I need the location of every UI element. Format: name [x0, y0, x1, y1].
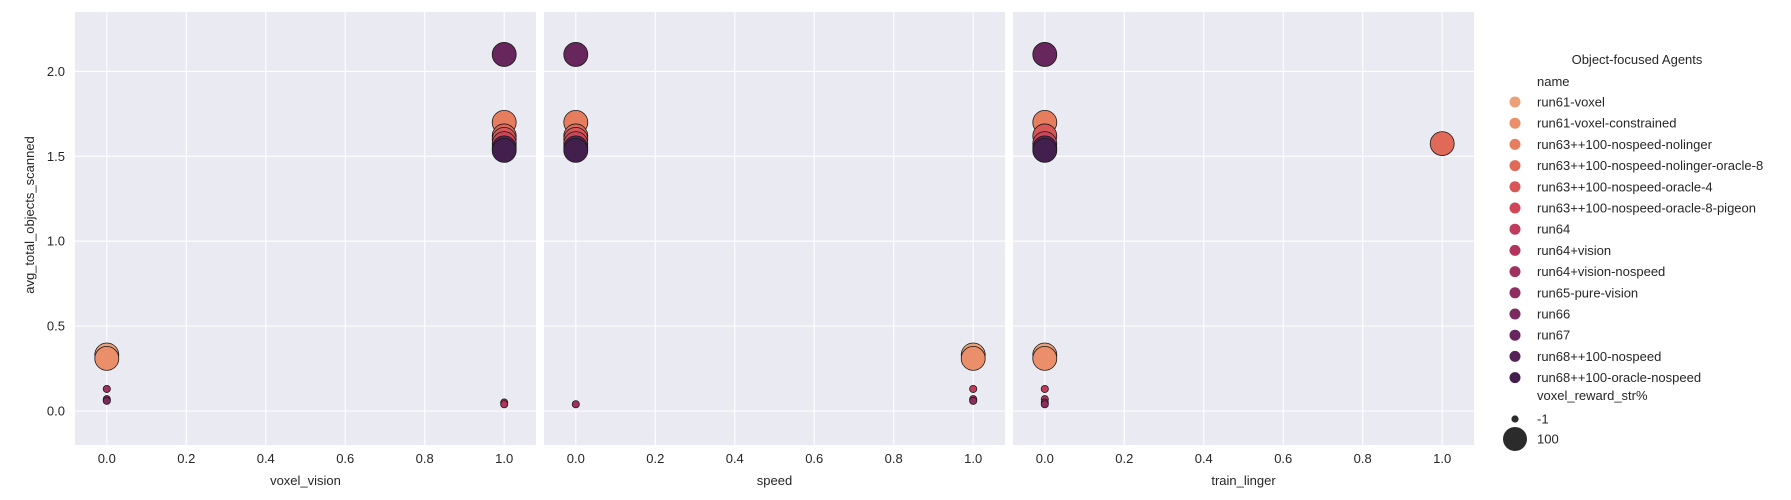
- data-point: [102, 396, 111, 405]
- data-point: [563, 137, 589, 163]
- legend-name-entries: run61-voxel run61-voxel-constrained run63+…: [1509, 95, 1763, 385]
- legend-size-title: voxel_reward_str%: [1537, 388, 1648, 403]
- data-point: [94, 345, 120, 371]
- legend-swatch: [1509, 329, 1521, 341]
- legend-label: run66: [1537, 307, 1570, 322]
- legend-label: run64+vision: [1537, 243, 1611, 258]
- legend-swatch: [1509, 96, 1521, 108]
- data-point: [1040, 400, 1049, 409]
- legend-size-label: 100: [1537, 432, 1559, 447]
- x-tick-label: 0.4: [1195, 451, 1213, 466]
- x-tick-label: 0.2: [177, 451, 195, 466]
- data-point: [969, 384, 978, 393]
- legend-size-marker: [1511, 415, 1519, 423]
- legend-swatch: [1509, 287, 1521, 299]
- legend-label: run63++100-nospeed-nolinger: [1537, 137, 1713, 152]
- legend-label: run64: [1537, 222, 1570, 237]
- legend-swatch: [1509, 138, 1521, 150]
- data-point: [1032, 345, 1058, 371]
- legend-size-marker: [1503, 427, 1527, 451]
- x-tick-label: 0.0: [1036, 451, 1054, 466]
- x-axis-label: train_linger: [1211, 473, 1276, 488]
- data-point: [500, 400, 509, 409]
- legend-swatch: [1509, 223, 1521, 235]
- x-axis-label: speed: [757, 473, 792, 488]
- panels-group: 0.0 0.5 1.0 1.5 2.0 0.0 0.2 0.4 0.6 0.8 1.0 voxel_v…: [47, 12, 1474, 488]
- x-axis-label: voxel_vision: [270, 473, 341, 488]
- data-point: [960, 345, 986, 371]
- legend-label: run63++100-nospeed-oracle-4: [1537, 179, 1713, 194]
- legend-hue-title: name: [1537, 74, 1570, 89]
- panel-3: 0.0 0.2 0.4 0.6 0.8 1.0 train_linger: [1013, 12, 1474, 488]
- legend-label: run65-pure-vision: [1537, 285, 1638, 300]
- legend-swatch: [1509, 181, 1521, 193]
- panel-1: 0.0 0.5 1.0 1.5 2.0 0.0 0.2 0.4 0.6 0.8 1.0 voxel_v…: [47, 12, 536, 488]
- x-tick-label: 0.8: [885, 451, 903, 466]
- legend-title: Object-focused Agents: [1572, 52, 1703, 67]
- legend-swatch: [1509, 202, 1521, 214]
- legend-swatch: [1509, 350, 1521, 362]
- data-point: [571, 400, 580, 409]
- plot-background: [544, 12, 1005, 445]
- data-point: [969, 396, 978, 405]
- plot-background: [1013, 12, 1474, 445]
- x-tick-label: 0.2: [1115, 451, 1133, 466]
- legend-label: run68++100-nospeed: [1537, 349, 1661, 364]
- data-point: [491, 137, 517, 163]
- x-tick-label: 0.4: [726, 451, 744, 466]
- legend-size-label: -1: [1537, 412, 1549, 427]
- legend-swatch: [1509, 308, 1521, 320]
- data-point: [1032, 42, 1058, 67]
- legend-swatch: [1509, 266, 1521, 278]
- x-tick-label: 1.0: [964, 451, 982, 466]
- x-tick-label: 1.0: [1433, 451, 1451, 466]
- legend-label: run61-voxel-constrained: [1537, 116, 1676, 131]
- x-tick-label: 0.0: [98, 451, 116, 466]
- y-axis-label: avg_total_objects_scanned: [22, 136, 37, 294]
- data-point: [563, 42, 589, 67]
- legend-swatch: [1509, 244, 1521, 256]
- panel-2: 0.0 0.2 0.4 0.6 0.8 1.0 speed: [544, 12, 1005, 488]
- legend-label: run63++100-nospeed-oracle-8-pigeon: [1537, 201, 1756, 216]
- x-tick-label: 0.4: [257, 451, 275, 466]
- x-tick-label: 0.8: [416, 451, 434, 466]
- data-point: [1032, 137, 1058, 163]
- legend-label: run63++100-nospeed-nolinger-oracle-8: [1537, 158, 1763, 173]
- legend-label: run61-voxel: [1537, 95, 1605, 110]
- x-tick-label: 0.6: [1274, 451, 1292, 466]
- x-tick-label: 0.8: [1354, 451, 1372, 466]
- y-tick-label: 0.5: [47, 319, 65, 334]
- legend-swatch: [1509, 372, 1521, 384]
- plot-background: [75, 12, 536, 445]
- data-point: [102, 384, 111, 393]
- x-tick-label: 0.0: [567, 451, 585, 466]
- y-tick-label: 0.0: [47, 404, 65, 419]
- legend-label: run67: [1537, 328, 1570, 343]
- data-point: [1040, 384, 1049, 393]
- legend-swatch: [1509, 160, 1521, 172]
- data-point: [1429, 131, 1455, 156]
- y-tick-label: 1.0: [47, 234, 65, 249]
- legend-label: run68++100-oracle-nospeed: [1537, 370, 1701, 385]
- y-tick-label: 2.0: [47, 64, 65, 79]
- x-tick-label: 1.0: [495, 451, 513, 466]
- legend-label: run64+vision-nospeed: [1537, 264, 1665, 279]
- x-tick-label: 0.6: [336, 451, 354, 466]
- data-point: [491, 42, 517, 67]
- legend-swatch: [1509, 117, 1521, 129]
- x-tick-label: 0.2: [646, 451, 664, 466]
- legend: Object-focused Agents name run61-voxelru…: [1503, 52, 1763, 451]
- y-tick-label: 1.5: [47, 149, 65, 164]
- x-tick-label: 0.6: [805, 451, 823, 466]
